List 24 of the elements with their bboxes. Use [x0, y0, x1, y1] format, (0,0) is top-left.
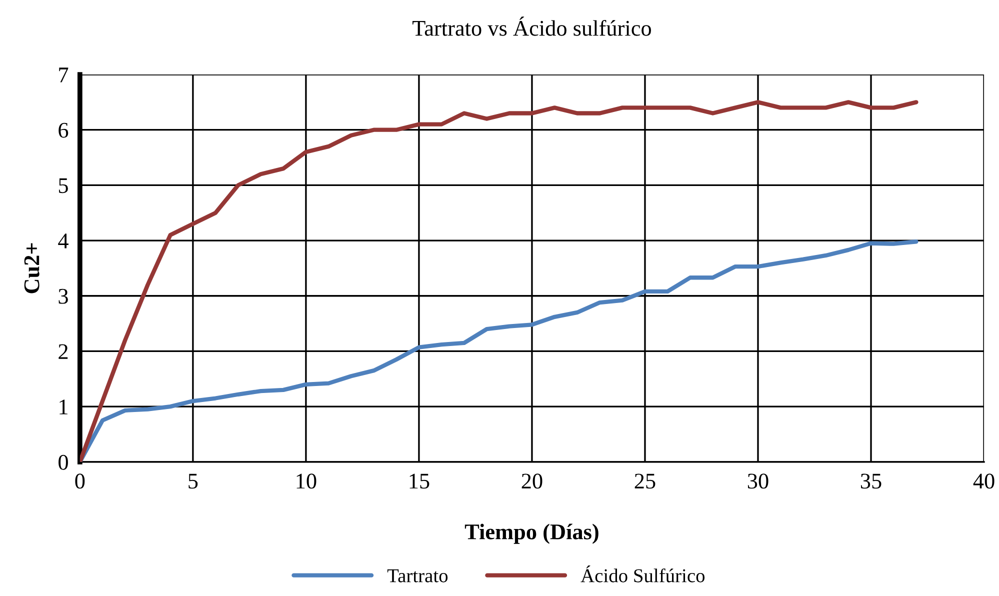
x-tick-label: 35: [860, 474, 882, 489]
y-tick-label: 0: [58, 454, 68, 470]
x-tick-label: 40: [973, 474, 994, 489]
y-axis-title: Cu2+: [24, 243, 40, 294]
y-tick-label: 7: [59, 68, 68, 82]
line-series: [80, 100, 918, 462]
x-tick-label: 5: [188, 474, 198, 489]
x-tick-label: 10: [296, 474, 316, 489]
y-tick-label: 1: [60, 400, 68, 414]
y-tick-label: 3: [58, 288, 68, 304]
legend-label: Tartrato: [387, 569, 448, 582]
y-tick-label: 4: [58, 234, 68, 248]
legend-label: Ácido Sulfúrico: [580, 566, 705, 582]
y-tick-label: 2: [58, 344, 68, 359]
x-tick-label: 15: [410, 474, 430, 489]
x-axis-title: Tiempo (Días): [464, 524, 598, 544]
chart-title: Tartrato vs Ácido sulfúrico: [412, 16, 651, 36]
x-tick-label: 25: [634, 474, 656, 489]
x-tick-label: 20: [522, 474, 542, 489]
line-series: [80, 240, 918, 462]
x-tick-label: 30: [748, 474, 768, 489]
y-tick-label: 5: [58, 178, 68, 194]
x-tick-label: 0: [75, 474, 85, 489]
y-tick-label: 6: [58, 122, 68, 138]
